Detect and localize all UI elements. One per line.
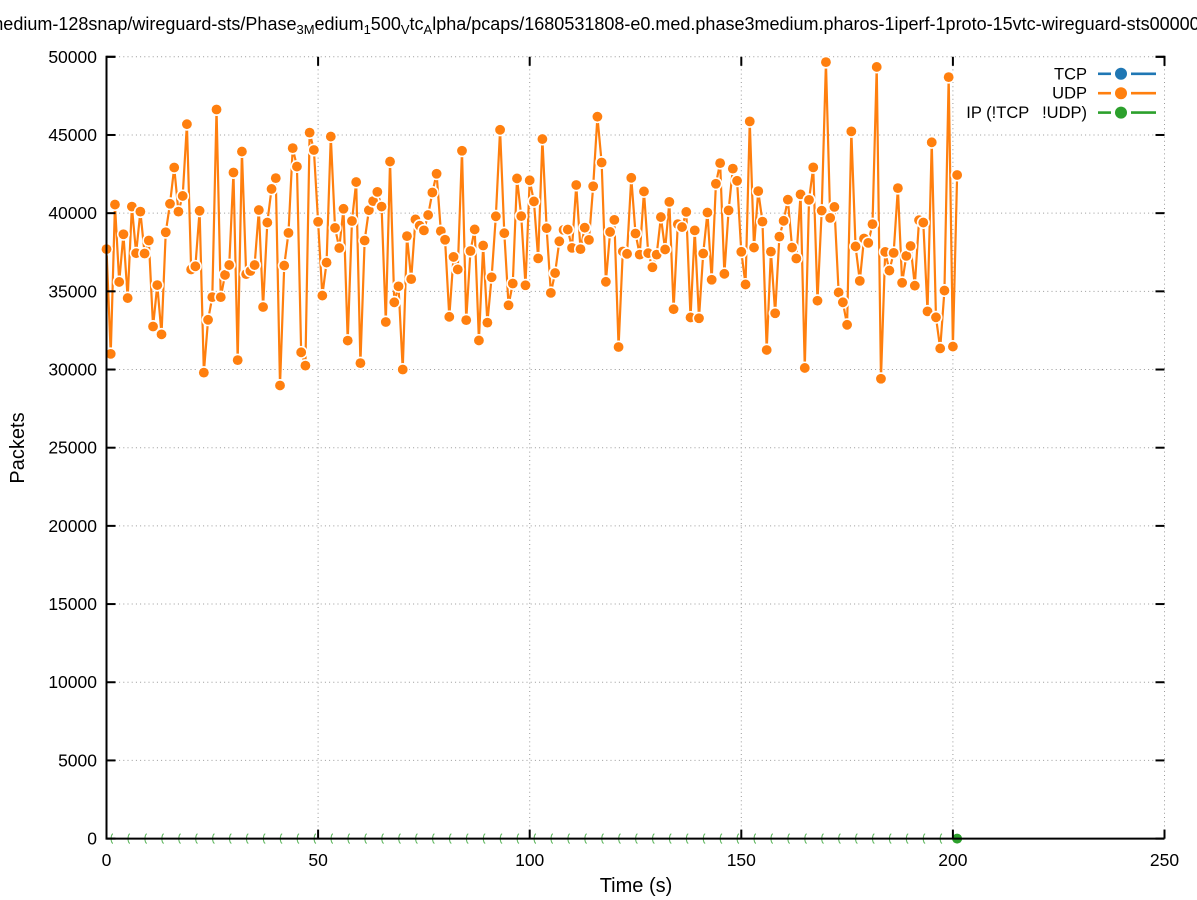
svg-text:200: 200 <box>938 850 967 870</box>
svg-text:35000: 35000 <box>48 281 97 301</box>
svg-text:150: 150 <box>727 850 756 870</box>
svg-text:250: 250 <box>1150 850 1179 870</box>
svg-text:25000: 25000 <box>48 438 97 458</box>
svg-text:UDP: UDP <box>1052 85 1087 103</box>
svg-text:IP (!TCP !UDP): IP (!TCP !UDP) <box>966 104 1087 122</box>
svg-text:40000: 40000 <box>48 203 97 223</box>
svg-text:15000: 15000 <box>48 594 97 614</box>
svg-text:5000: 5000 <box>58 750 97 770</box>
svg-text:TCP: TCP <box>1054 65 1087 83</box>
svg-text:Time (s): Time (s) <box>600 875 673 897</box>
svg-text:50000: 50000 <box>48 47 97 67</box>
svg-text:45000: 45000 <box>48 125 97 145</box>
svg-text:50: 50 <box>308 850 328 870</box>
svg-text:10000: 10000 <box>48 672 97 692</box>
svg-text:0: 0 <box>102 850 112 870</box>
svg-text:20000: 20000 <box>48 516 97 536</box>
svg-text:100: 100 <box>515 850 544 870</box>
svg-text:Packets: Packets <box>7 412 29 483</box>
svg-text:30000: 30000 <box>48 360 97 380</box>
svg-text:0: 0 <box>87 829 97 849</box>
